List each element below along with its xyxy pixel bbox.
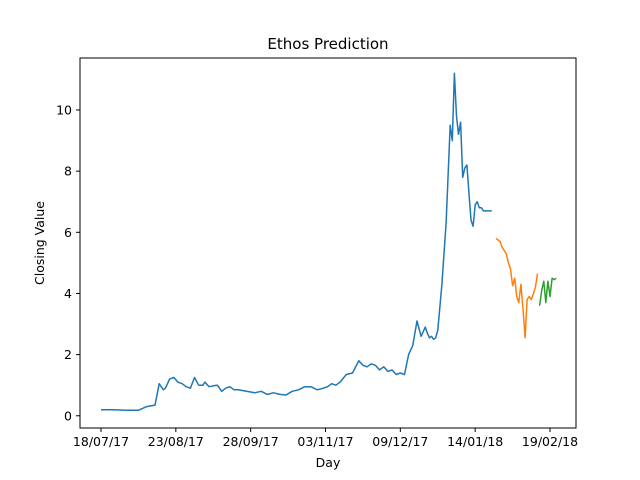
x-tick-label: 19/02/18 — [522, 434, 578, 449]
x-tick-label: 14/01/18 — [447, 434, 503, 449]
x-tick-label: 18/07/17 — [73, 434, 129, 449]
plot-frame — [79, 57, 577, 429]
series-line-1 — [101, 72, 492, 412]
series-line-2 — [495, 237, 539, 339]
x-tick-label: 28/09/17 — [223, 434, 279, 449]
y-tick-label: 0 — [64, 408, 72, 423]
y-tick-label: 10 — [56, 102, 72, 117]
chart-title: Ethos Prediction — [267, 35, 388, 53]
y-tick-label: 8 — [64, 164, 72, 179]
series-layer — [101, 72, 557, 412]
y-tick-label: 6 — [64, 225, 72, 240]
x-tick-label: 09/12/17 — [372, 434, 428, 449]
y-tick-label: 2 — [64, 347, 72, 362]
x-tick-label: 23/08/17 — [148, 434, 204, 449]
x-axis-ticks: 18/07/17 23/08/17 28/09/17 03/11/17 09/12/17… — [73, 428, 578, 449]
series-line-3 — [538, 277, 557, 306]
y-axis-ticks: 0 2 4 6 8 10 — [56, 102, 80, 423]
x-tick-label: 03/11/17 — [297, 434, 353, 449]
y-axis-title: Closing Value — [32, 201, 47, 285]
y-tick-label: 4 — [64, 286, 72, 301]
x-axis-title: Day — [316, 455, 341, 470]
